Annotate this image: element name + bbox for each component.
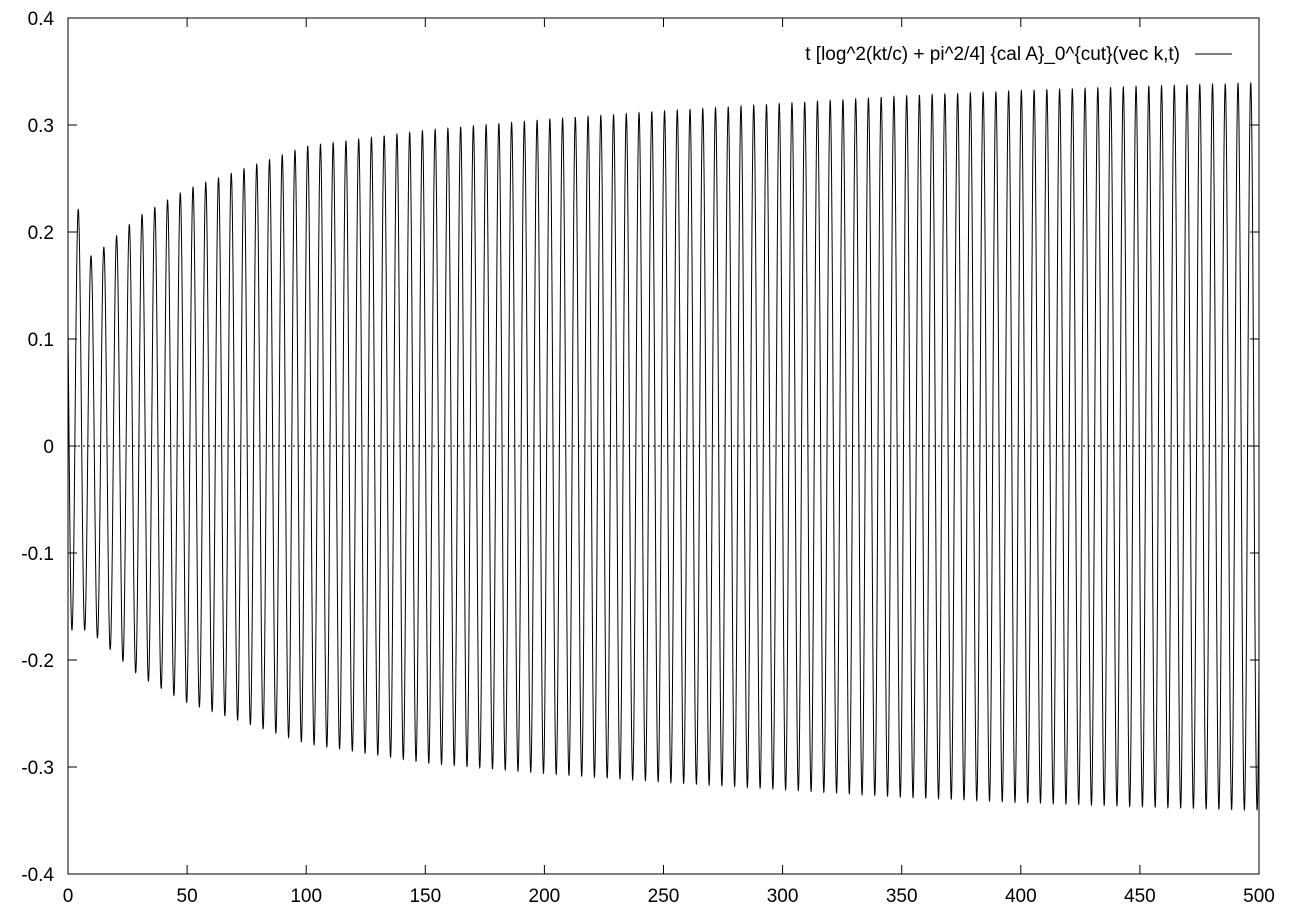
legend-label: t [log^2(kt/c) + pi^2/4] {cal A}_0^{cut}… xyxy=(805,44,1180,65)
x-tick-label: 200 xyxy=(529,886,561,907)
y-tick-labels: 0.4 0.3 0.2 0.1 0 -0.1 -0.2 -0.3 -0.4 xyxy=(21,9,54,886)
y-tick-label: 0.1 xyxy=(28,330,54,351)
x-tick-labels: 0 50 100 150 200 250 300 350 400 450 500 xyxy=(63,886,1275,907)
x-tick-label: 300 xyxy=(767,886,799,907)
y-tick-label: 0.4 xyxy=(28,9,55,30)
tick-marks xyxy=(67,17,1260,875)
y-tick-label: 0.3 xyxy=(28,116,54,137)
x-tick-label: 500 xyxy=(1243,886,1275,907)
x-tick-label: 350 xyxy=(886,886,918,907)
y-tick-label: 0.2 xyxy=(28,223,54,244)
x-tick-label: 450 xyxy=(1124,886,1156,907)
x-tick-label: 100 xyxy=(290,886,322,907)
x-tick-label: 250 xyxy=(648,886,680,907)
legend: t [log^2(kt/c) + pi^2/4] {cal A}_0^{cut}… xyxy=(805,44,1232,65)
x-tick-label: 400 xyxy=(1005,886,1037,907)
y-tick-label: -0.3 xyxy=(21,758,54,779)
y-tick-label: 0 xyxy=(43,437,54,458)
y-tick-label: -0.1 xyxy=(21,544,54,565)
x-tick-label: 150 xyxy=(409,886,441,907)
y-tick-label: -0.2 xyxy=(21,651,54,672)
x-tick-label: 50 xyxy=(177,886,198,907)
y-tick-label: -0.4 xyxy=(21,865,54,886)
x-tick-label: 0 xyxy=(63,886,74,907)
series-line xyxy=(67,81,1260,812)
